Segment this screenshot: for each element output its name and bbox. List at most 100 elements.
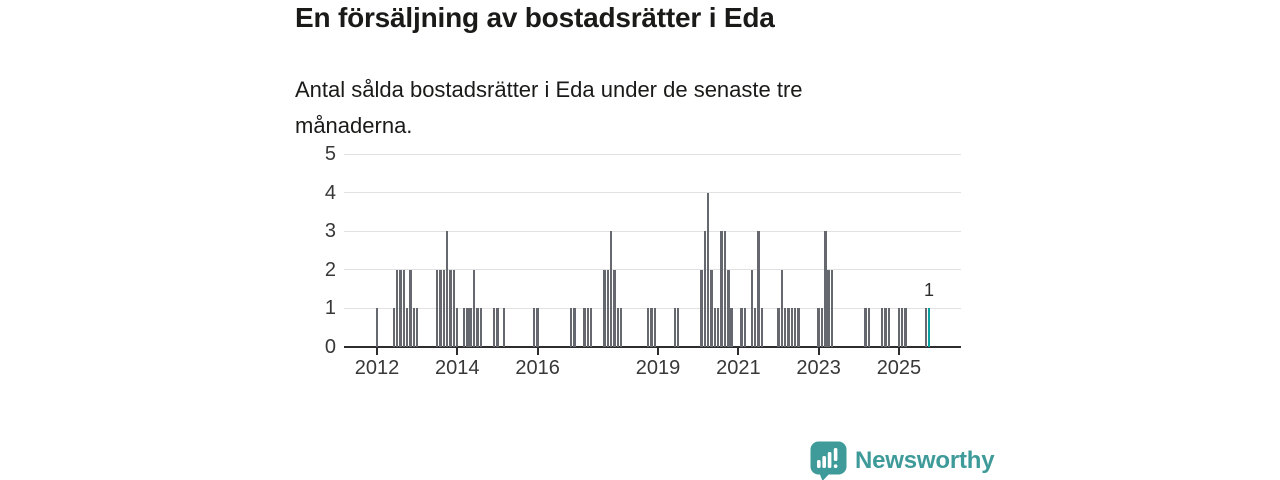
bar xyxy=(760,308,763,347)
bar xyxy=(717,308,720,347)
highlighted-bar xyxy=(927,308,931,347)
bar xyxy=(409,269,412,347)
bar xyxy=(787,308,790,347)
bar xyxy=(794,308,797,347)
bar xyxy=(606,269,610,347)
bar xyxy=(452,269,456,347)
bar xyxy=(476,308,479,347)
gridline xyxy=(344,192,961,194)
chart-title: En försäljning av bostadsrätter i Eda xyxy=(295,2,775,33)
x-axis-tick xyxy=(536,348,539,355)
bar xyxy=(827,269,830,347)
bar xyxy=(462,308,466,347)
bar xyxy=(783,308,787,347)
bar xyxy=(375,308,379,347)
bar xyxy=(402,269,405,347)
bar xyxy=(777,308,780,347)
bar xyxy=(466,308,469,347)
y-axis-tick-label: 2 xyxy=(324,258,336,281)
bar xyxy=(710,269,713,347)
x-axis-tick xyxy=(376,348,378,355)
bar xyxy=(653,308,656,347)
gridline xyxy=(344,230,961,232)
bar xyxy=(707,192,710,347)
bar xyxy=(586,308,589,347)
x-axis-tick-label: 2019 xyxy=(635,357,681,379)
bar xyxy=(446,231,449,347)
bar xyxy=(824,231,827,347)
bar xyxy=(884,308,887,347)
bar xyxy=(603,269,606,347)
bar xyxy=(897,308,901,347)
newsworthy-logo-text: Newsworthy xyxy=(855,447,995,474)
bar xyxy=(817,308,820,347)
bar xyxy=(713,308,717,347)
bar xyxy=(442,269,446,347)
bar xyxy=(456,308,459,347)
bar xyxy=(583,308,586,347)
bar xyxy=(646,308,650,347)
bar xyxy=(616,308,620,347)
bar xyxy=(723,231,727,347)
bar xyxy=(887,308,891,347)
y-axis-tick-label: 4 xyxy=(324,181,336,204)
bar xyxy=(405,308,409,347)
bar xyxy=(439,269,442,347)
bar xyxy=(469,308,472,347)
bar xyxy=(797,308,800,347)
x-axis-tick-label: 2023 xyxy=(796,357,841,379)
y-axis-tick-label: 0 xyxy=(324,336,336,358)
x-axis-tick-label: 2012 xyxy=(354,357,400,379)
bar xyxy=(415,308,419,347)
bar xyxy=(750,269,753,347)
bar xyxy=(573,308,576,347)
x-axis-tick-label: 2025 xyxy=(876,357,922,379)
x-axis-tick xyxy=(456,348,459,355)
bar xyxy=(449,269,452,347)
bar xyxy=(589,308,593,347)
bar xyxy=(740,308,743,347)
last-value-label: 1 xyxy=(924,280,935,301)
bar xyxy=(881,308,884,347)
bar xyxy=(479,308,482,347)
bar xyxy=(533,308,536,347)
x-axis-line xyxy=(344,346,961,348)
bar xyxy=(502,308,506,347)
bar xyxy=(496,308,499,347)
bar xyxy=(864,308,867,347)
bar xyxy=(820,308,824,347)
bar xyxy=(536,308,539,347)
x-axis-tick-label: 2016 xyxy=(515,357,560,379)
gridline xyxy=(344,269,961,271)
bar xyxy=(673,308,676,347)
bar xyxy=(730,308,733,347)
bar xyxy=(436,269,439,347)
bar xyxy=(780,269,784,347)
bar xyxy=(703,231,707,347)
bar xyxy=(412,308,415,347)
y-axis-tick-label: 3 xyxy=(324,220,336,243)
bar xyxy=(830,269,834,347)
newsworthy-logo: Newsworthy xyxy=(810,441,995,480)
bar xyxy=(569,308,573,347)
bar xyxy=(790,308,794,347)
bar xyxy=(720,231,723,347)
bar xyxy=(620,308,623,347)
bar xyxy=(757,231,760,347)
bar xyxy=(492,308,496,347)
x-axis-tick-label: 2021 xyxy=(716,357,761,379)
chart-subtitle: Antal sålda bostadsrätter i Eda under de… xyxy=(295,77,803,138)
bar xyxy=(395,269,399,347)
bar xyxy=(700,269,703,347)
bar xyxy=(676,308,680,347)
bar xyxy=(613,269,616,347)
gridline xyxy=(344,153,961,155)
x-axis-tick xyxy=(657,348,660,355)
bar-chart-plot: 0 1 2 3 4 5 2012 2014 2016 2019 2021 2023 2025 1 xyxy=(324,143,961,379)
bar xyxy=(753,308,757,347)
bar xyxy=(399,269,402,347)
x-axis-tick xyxy=(737,348,740,355)
y-axis-tick-label: 1 xyxy=(324,297,336,320)
x-axis-tick-label: 2014 xyxy=(435,357,480,379)
